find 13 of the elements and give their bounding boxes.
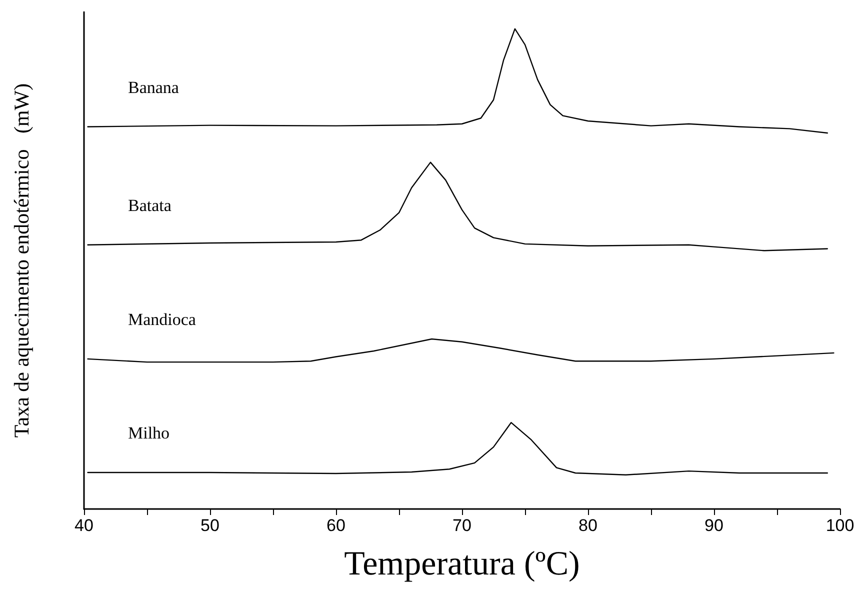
x-tick-label: 40 bbox=[74, 516, 94, 535]
series-label: Milho bbox=[128, 424, 170, 443]
x-tick-label: 70 bbox=[452, 516, 472, 535]
x-tick-label: 80 bbox=[578, 516, 598, 535]
x-tick-label: 60 bbox=[326, 516, 346, 535]
x-tick-label: 90 bbox=[704, 516, 724, 535]
x-tick-label: 100 bbox=[826, 516, 854, 535]
y-axis-title: Taxa de aquecimento endotérmico (mW) bbox=[10, 83, 34, 438]
series-label: Batata bbox=[128, 196, 172, 215]
series-label: Mandioca bbox=[128, 310, 196, 329]
x-tick-label: 50 bbox=[200, 516, 220, 535]
x-axis-title: Temperatura (ºC) bbox=[344, 546, 580, 582]
series-label: Banana bbox=[128, 78, 180, 97]
